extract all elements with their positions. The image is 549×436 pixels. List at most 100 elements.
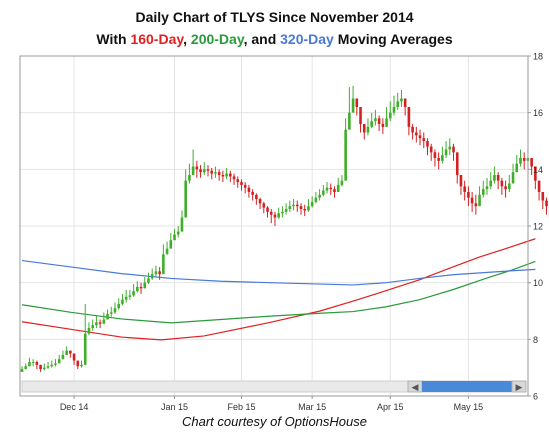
- candle: [20, 366, 24, 372]
- candle-body: [333, 189, 336, 192]
- candle-body: [422, 138, 426, 141]
- candle: [121, 294, 124, 306]
- candle-body: [470, 197, 474, 204]
- candle: [362, 124, 366, 140]
- candle: [307, 199, 310, 212]
- candle: [65, 346, 68, 355]
- candle: [433, 149, 437, 167]
- candle-body: [452, 146, 455, 153]
- chart-title: Daily Chart of TLYS Since November 2014 …: [0, 6, 549, 50]
- ma-line-320-day: [21, 259, 536, 286]
- scrollbar[interactable]: ◀ ▶: [21, 380, 527, 393]
- candle-body: [400, 98, 403, 102]
- candle-body: [537, 180, 541, 192]
- candle: [50, 360, 54, 368]
- candle-body: [24, 366, 28, 370]
- scrollbar-right-button[interactable]: [511, 380, 527, 393]
- candle: [191, 149, 195, 175]
- candle-body: [541, 192, 545, 201]
- title-part: 320-Day: [280, 31, 334, 47]
- y-tick-label: 10: [533, 278, 543, 288]
- candle: [370, 112, 373, 129]
- candle: [83, 303, 87, 365]
- candle: [415, 126, 418, 143]
- x-axis: Dec 14 Jan 15 Feb 15 Mar 15 Apr 15 May 15: [60, 396, 483, 412]
- candle-body: [467, 192, 470, 198]
- candle: [221, 170, 225, 183]
- candle-body: [232, 176, 236, 180]
- x-tick-label: Feb 15: [227, 402, 255, 412]
- candle-body: [530, 158, 533, 167]
- candle-body: [496, 175, 500, 181]
- candle: [295, 200, 299, 212]
- candle: [124, 289, 128, 303]
- candle: [225, 167, 228, 180]
- candle: [232, 173, 236, 185]
- candle-body: [396, 101, 400, 107]
- candle-body: [258, 199, 262, 204]
- candle-body: [299, 206, 303, 209]
- candle: [467, 186, 470, 207]
- candle-body: [87, 328, 91, 334]
- candle: [229, 170, 232, 183]
- candle-body: [295, 204, 299, 207]
- candle: [277, 207, 280, 219]
- x-tick-label: May 15: [454, 402, 484, 412]
- candle-body: [370, 121, 373, 127]
- candle-body: [359, 107, 362, 124]
- candle-body: [229, 173, 232, 177]
- candle: [452, 143, 455, 161]
- candle-body: [403, 98, 407, 107]
- candle-body: [214, 172, 217, 174]
- candle-body: [143, 282, 147, 289]
- candle-body: [418, 135, 422, 139]
- candle: [154, 265, 158, 277]
- candle-body: [269, 211, 273, 215]
- candle: [463, 180, 466, 201]
- candle: [91, 319, 94, 331]
- candle: [180, 210, 184, 232]
- candle: [485, 177, 489, 195]
- candle: [519, 149, 522, 167]
- candle-body: [534, 166, 537, 181]
- title-part: 200-Day: [190, 31, 244, 47]
- chart-credit: Chart courtesy of OptionsHouse: [182, 414, 367, 429]
- candle: [206, 165, 210, 177]
- candle-body: [121, 299, 124, 304]
- candle-body: [444, 149, 448, 156]
- y-tick-label: 8: [533, 335, 538, 345]
- candle-body: [102, 319, 106, 324]
- candle: [403, 98, 407, 116]
- candle-body: [180, 217, 184, 232]
- candle-body: [251, 192, 254, 195]
- candle-body: [106, 313, 109, 320]
- candle-body: [500, 180, 504, 187]
- candle-body: [303, 209, 307, 211]
- candle-body: [243, 184, 247, 188]
- candle: [392, 95, 396, 116]
- candle-body: [221, 175, 225, 177]
- candle-body: [407, 107, 411, 127]
- candle-body: [35, 362, 39, 365]
- candle-body: [318, 194, 321, 198]
- candle: [158, 267, 161, 280]
- candle-body: [292, 204, 295, 207]
- candle: [422, 132, 426, 149]
- candle: [87, 322, 91, 336]
- candle: [269, 209, 273, 224]
- candle-body: [485, 186, 489, 190]
- y-tick-label: 18: [533, 52, 543, 62]
- title-part: ,: [183, 31, 191, 47]
- candle-body: [65, 350, 68, 355]
- candle: [147, 272, 150, 285]
- candle: [236, 176, 240, 188]
- candle: [478, 186, 481, 207]
- candle: [336, 177, 340, 192]
- candle: [165, 241, 169, 255]
- scrollbar-thumb[interactable]: [422, 381, 512, 392]
- candle: [508, 175, 511, 192]
- candle: [31, 359, 35, 367]
- candle-body: [392, 107, 396, 113]
- candle: [24, 363, 28, 370]
- candle-body: [46, 366, 50, 368]
